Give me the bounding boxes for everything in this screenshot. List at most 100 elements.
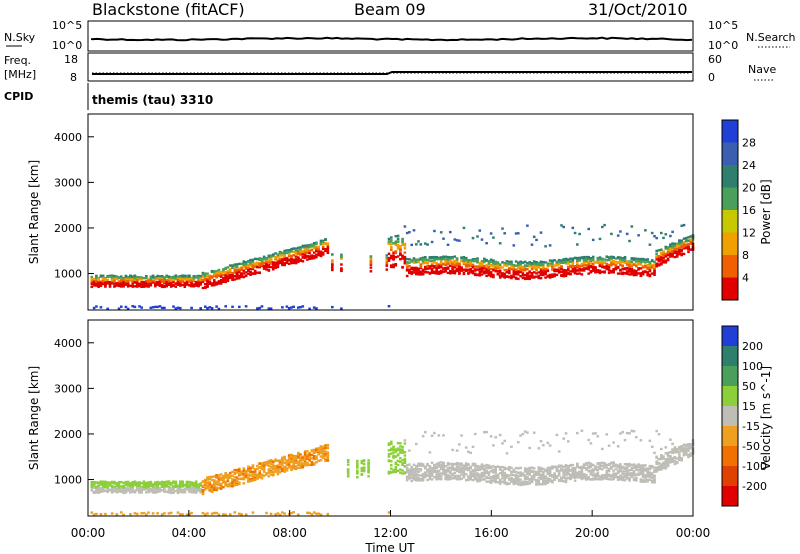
heatmap-cell <box>151 280 155 284</box>
heatmap-cell <box>346 468 350 471</box>
heatmap-cell <box>614 264 618 267</box>
heatmap-cell <box>147 490 150 494</box>
heatmap-cell <box>110 485 114 488</box>
heatmap-cell <box>412 271 416 274</box>
heatmap-cell <box>657 249 661 252</box>
heatmap-cell <box>167 280 171 283</box>
heatmap-cell <box>281 462 284 465</box>
heatmap-cell <box>510 471 513 474</box>
heatmap-cell <box>458 443 461 446</box>
heatmap-cell <box>315 461 318 464</box>
heatmap-cell <box>179 484 182 488</box>
heatmap-cell <box>594 467 597 470</box>
heatmap-cell <box>117 307 121 310</box>
heatmap-cell <box>226 276 230 279</box>
heatmap-cell <box>308 511 311 515</box>
heatmap-cell <box>675 255 679 258</box>
heatmap-cell <box>560 224 563 227</box>
heatmap-cell <box>235 480 239 484</box>
heatmap-cell <box>290 453 293 457</box>
heatmap-cell <box>163 285 166 288</box>
heatmap-cell <box>276 465 280 469</box>
heatmap-cell <box>299 466 302 469</box>
heatmap-cell <box>598 477 602 480</box>
heatmap-cell <box>492 465 495 468</box>
heatmap-cell <box>283 263 286 267</box>
heatmap-cell <box>607 257 611 260</box>
heatmap-cell <box>95 486 98 489</box>
heatmap-cell <box>508 477 511 480</box>
heatmap-cell <box>272 468 275 471</box>
heatmap-cell <box>179 489 182 493</box>
heatmap-cell <box>639 464 643 467</box>
heatmap-cell <box>240 267 243 270</box>
heatmap-cell <box>485 242 488 245</box>
heatmap-cell <box>537 266 541 269</box>
heatmap-cell <box>269 470 273 474</box>
heatmap-cell <box>505 482 509 485</box>
heatmap-cell <box>287 249 291 252</box>
heatmap-cell <box>612 262 615 266</box>
heatmap-cell <box>564 432 568 435</box>
heatmap-cell <box>632 257 636 260</box>
heatmap-cell <box>632 470 636 473</box>
heatmap-cell <box>610 462 613 465</box>
heatmap-cell <box>140 491 143 494</box>
heatmap-cell <box>528 261 531 264</box>
heatmap-cell <box>253 477 257 480</box>
heatmap-cell <box>262 464 266 468</box>
heatmap-cell <box>101 482 105 485</box>
heatmap-cell <box>455 239 459 242</box>
heatmap-cell <box>435 471 438 474</box>
heatmap-cell <box>240 477 243 480</box>
heatmap-cell <box>228 476 232 479</box>
heatmap-cell <box>569 270 572 273</box>
heatmap-cell <box>276 256 280 259</box>
heatmap-cell <box>256 271 259 274</box>
heatmap-cell <box>131 481 134 484</box>
heatmap-cell <box>596 466 600 469</box>
heatmap-cell <box>442 471 445 474</box>
heatmap-cell <box>555 465 559 469</box>
heatmap-cell <box>464 257 468 260</box>
heatmap-cell <box>619 256 622 259</box>
heatmap-cell <box>115 490 119 493</box>
heatmap-cell <box>619 258 622 261</box>
heatmap-cell <box>321 247 325 251</box>
heatmap-cell <box>133 490 137 494</box>
heatmap-cell <box>687 239 690 242</box>
heatmap-cell <box>276 470 280 473</box>
heatmap-cell <box>269 261 273 264</box>
heatmap-cell <box>589 470 593 474</box>
heatmap-cell <box>158 487 162 490</box>
heatmap-cell <box>485 259 488 262</box>
heatmap-cell <box>204 488 207 491</box>
heatmap-cell <box>489 477 493 480</box>
heatmap-cell <box>485 264 488 267</box>
heatmap-cell <box>594 267 597 271</box>
heatmap-cell <box>172 485 175 488</box>
heatmap-cell <box>510 260 513 263</box>
heatmap-cell <box>396 237 400 240</box>
heatmap-cell <box>478 270 482 273</box>
heatmap-cell <box>689 242 693 245</box>
heatmap-cell <box>419 243 423 246</box>
heatmap-cell <box>301 456 305 459</box>
heatmap-cell <box>562 471 565 474</box>
heatmap-cell <box>526 267 529 271</box>
heatmap-cell <box>480 467 484 470</box>
heatmap-cell <box>247 467 250 471</box>
heatmap-cell <box>97 481 100 485</box>
heatmap-cell <box>501 266 504 269</box>
heatmap-cell <box>242 469 246 472</box>
heatmap-cell <box>589 259 593 262</box>
heatmap-cell <box>154 276 157 279</box>
heatmap-cell <box>260 473 264 477</box>
heatmap-cell <box>219 485 223 489</box>
heatmap-cell <box>145 275 148 278</box>
heatmap-cell <box>517 479 520 482</box>
heatmap-cell <box>446 470 450 473</box>
heatmap-cell <box>537 473 541 476</box>
heatmap-cell <box>199 307 202 310</box>
